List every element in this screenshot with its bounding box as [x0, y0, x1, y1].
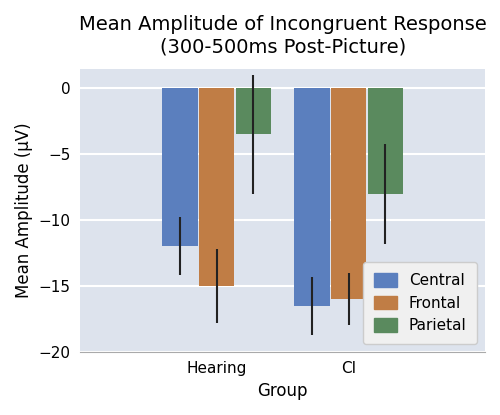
Bar [199, 88, 234, 286]
Bar [368, 88, 403, 194]
Bar [236, 88, 271, 134]
Bar [162, 88, 198, 247]
Bar [331, 88, 366, 299]
X-axis label: Group: Group [258, 382, 308, 400]
Legend: Central, Frontal, Parietal: Central, Frontal, Parietal [363, 262, 478, 344]
Bar [294, 88, 330, 305]
Y-axis label: Mean Amplitude (μV): Mean Amplitude (μV) [15, 122, 33, 298]
Title: Mean Amplitude of Incongruent Response
(300-500ms Post-Picture): Mean Amplitude of Incongruent Response (… [79, 15, 486, 56]
